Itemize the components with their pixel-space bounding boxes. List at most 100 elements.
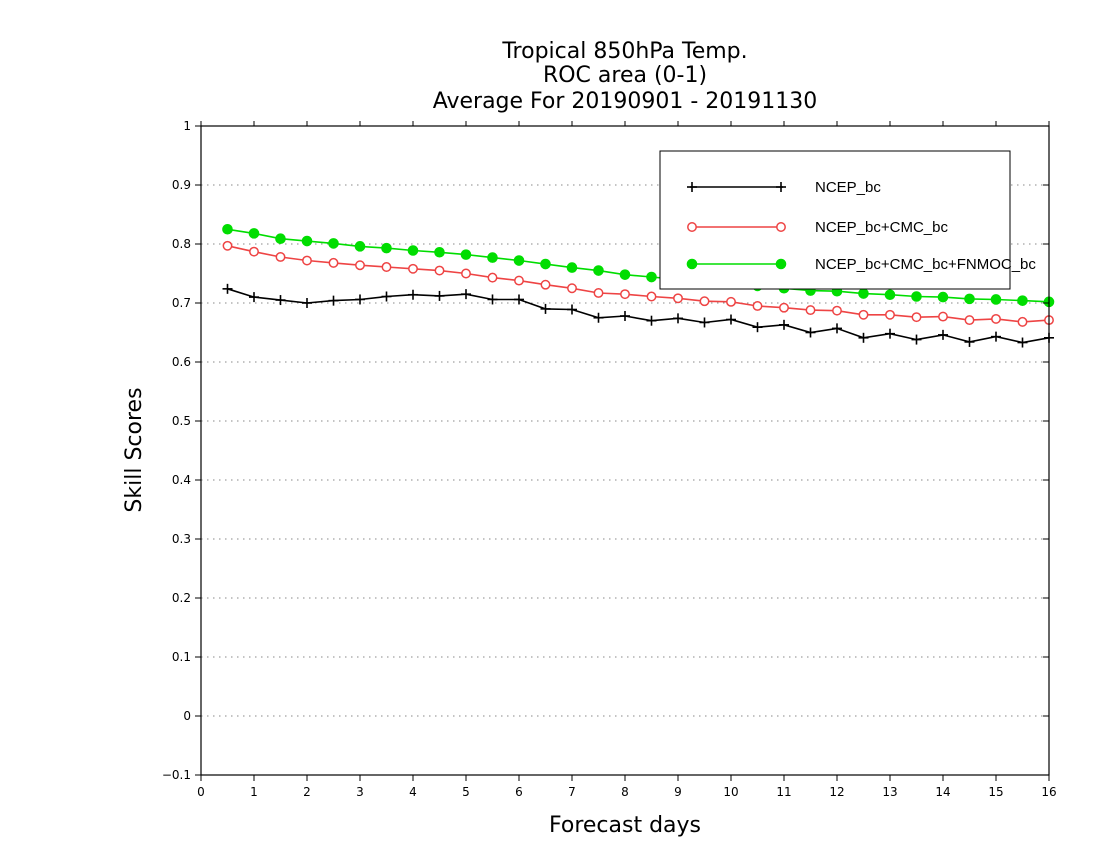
- legend-marker-left: [687, 222, 697, 232]
- y-tick-label: 0: [183, 709, 191, 723]
- data-point: [567, 283, 577, 294]
- data-point: [249, 246, 259, 257]
- data-point: [222, 223, 233, 235]
- data-point: [620, 310, 630, 321]
- data-point: [938, 329, 948, 340]
- x-tick-label: 10: [723, 785, 738, 799]
- data-point: [434, 265, 445, 276]
- data-point: [355, 294, 365, 305]
- data-point: [354, 241, 366, 252]
- data-point: [460, 249, 472, 260]
- data-point: [381, 242, 392, 254]
- legend-label: NCEP_bc: [815, 179, 881, 196]
- chart-title-line-2: ROC area (0-1): [543, 63, 707, 88]
- x-tick-label: 8: [621, 785, 629, 799]
- x-tick-label: 4: [409, 785, 417, 799]
- data-point: [937, 291, 949, 303]
- data-point: [646, 315, 657, 326]
- data-point: [726, 296, 736, 307]
- data-point: [885, 328, 895, 339]
- data-point: [249, 292, 259, 303]
- data-point: [593, 288, 604, 298]
- data-point: [911, 312, 922, 323]
- data-point: [964, 315, 975, 326]
- data-point: [1017, 337, 1028, 348]
- data-point: [328, 257, 339, 268]
- series-2: [222, 240, 1054, 327]
- y-tick-label: 0.9: [172, 178, 191, 192]
- data-point: [381, 262, 392, 272]
- x-tick-label: 2: [303, 785, 311, 799]
- x-tick-label: 13: [882, 785, 897, 799]
- data-point: [222, 240, 233, 251]
- x-tick-label: 11: [776, 785, 791, 799]
- legend-label: NCEP_bc+CMC_bc+FNMOC_bc: [815, 256, 1036, 273]
- y-tick-label: 0.6: [172, 355, 191, 369]
- data-point: [832, 305, 842, 316]
- data-point: [328, 295, 339, 306]
- data-point: [275, 233, 286, 244]
- data-point: [805, 327, 816, 338]
- data-point: [938, 311, 948, 322]
- chart-title-line-1: Tropical 850hPa Temp.: [501, 39, 747, 64]
- data-point: [248, 228, 260, 239]
- data-point: [752, 301, 763, 311]
- y-tick-label: 0.3: [172, 532, 191, 546]
- data-point: [514, 294, 524, 305]
- x-tick-label: 1: [250, 785, 258, 799]
- data-point: [408, 289, 418, 300]
- data-point: [832, 323, 842, 334]
- data-point: [275, 252, 286, 262]
- data-point: [699, 317, 710, 328]
- data-point: [566, 262, 578, 273]
- data-point: [540, 303, 551, 314]
- x-tick-label: 6: [515, 785, 523, 799]
- data-point: [301, 235, 313, 247]
- data-point: [646, 271, 657, 283]
- legend-marker-right: [776, 222, 786, 232]
- legend-entry-2: NCEP_bc+CMC_bc: [687, 219, 948, 236]
- data-point: [673, 313, 683, 324]
- data-point: [434, 246, 445, 258]
- data-point: [884, 289, 896, 301]
- data-point: [434, 290, 445, 301]
- data-point: [514, 275, 524, 286]
- x-tick-label: 14: [935, 785, 950, 799]
- chart-title-line-3: Average For 20190901 - 20191130: [433, 89, 818, 114]
- x-tick-label: 12: [829, 785, 844, 799]
- legend: NCEP_bc NCEP_bc+CMC_bc NCEP_bc+CMC_bc+FNMO…: [659, 150, 1036, 290]
- legend-marker-right: [776, 182, 786, 192]
- data-point: [407, 245, 419, 256]
- data-point: [328, 238, 339, 249]
- data-point: [964, 336, 975, 347]
- data-point: [355, 260, 365, 271]
- legend-marker-left: [687, 182, 697, 192]
- data-point: [858, 332, 869, 343]
- data-point: [911, 334, 922, 345]
- data-point: [858, 288, 869, 299]
- legend-entry-3: NCEP_bc+CMC_bc+FNMOC_bc: [686, 256, 1036, 273]
- data-point: [619, 269, 631, 280]
- data-point: [885, 309, 895, 320]
- y-tick-label: 0.1: [172, 650, 191, 664]
- y-tick-label: −0.1: [162, 768, 191, 782]
- x-tick-label: 0: [197, 785, 205, 799]
- data-point: [302, 298, 312, 308]
- x-tick-label: 15: [988, 785, 1003, 799]
- data-point: [487, 294, 498, 305]
- data-point: [1017, 295, 1028, 306]
- data-point: [779, 302, 789, 313]
- data-point: [964, 293, 975, 305]
- data-point: [805, 305, 816, 316]
- data-point: [726, 314, 736, 325]
- data-point: [699, 296, 710, 307]
- y-tick-label: 1: [183, 119, 191, 133]
- ticks: −0.100.10.20.30.40.50.60.70.80.910 1 2 3 4 5 6…: [162, 119, 1057, 799]
- y-tick-label: 0.4: [172, 473, 191, 487]
- legend-marker-left: [686, 258, 698, 270]
- x-tick-label: 16: [1041, 785, 1056, 799]
- y-tick-label: 0.7: [172, 296, 191, 310]
- data-point: [911, 291, 922, 302]
- data-point: [408, 263, 418, 274]
